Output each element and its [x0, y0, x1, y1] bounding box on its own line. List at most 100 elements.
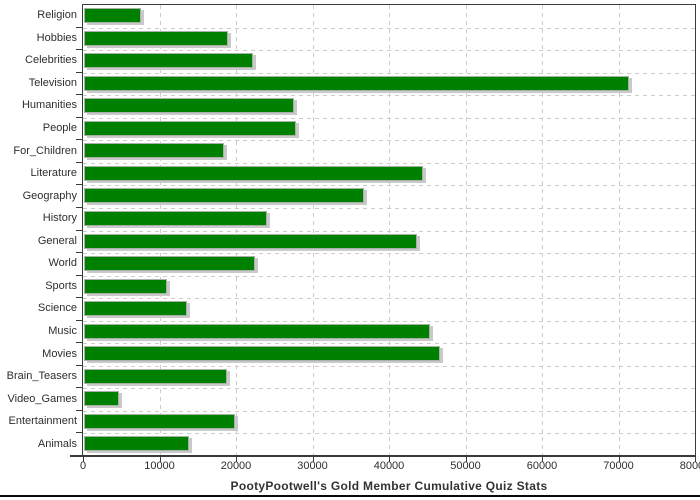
category-label-entertainment: Entertainment [8, 415, 77, 428]
category-label-religion: Religion [37, 9, 77, 22]
category-gridline [83, 95, 695, 97]
category-label-music: Music [48, 324, 77, 337]
category-label-hobbies: Hobbies [36, 31, 77, 44]
bar-sports [84, 278, 167, 294]
category-label-world: World [48, 257, 77, 270]
bar-animals [84, 436, 189, 452]
category-axis-tick [76, 297, 83, 298]
category-axis-tick [76, 162, 83, 163]
category-gridline [83, 140, 695, 142]
value-axis-label-40000: 40000 [373, 460, 405, 472]
category-gridline [83, 275, 695, 277]
category-label-literature: Literature [30, 167, 77, 180]
bottom-divider [0, 495, 700, 497]
category-gridline [83, 343, 695, 345]
category-gridline [83, 433, 695, 435]
bar-movies [84, 346, 440, 362]
category-axis-tick [76, 94, 83, 95]
category-gridline [83, 298, 695, 300]
value-axis-label-80000: 80000 [679, 460, 700, 472]
category-axis-tick [76, 432, 83, 433]
category-label-general: General [37, 234, 77, 247]
category-gridline [83, 50, 695, 52]
category-label-movies: Movies [42, 347, 77, 360]
category-label-people: People [42, 122, 77, 135]
bar-entertainment [84, 413, 235, 429]
category-axis-tick [76, 117, 83, 118]
bar-religion [84, 8, 141, 23]
bar-celebrities [84, 53, 253, 69]
value-axis-label-0: 0 [79, 460, 87, 472]
category-axis-tick [76, 320, 83, 321]
category-label-animals: Animals [37, 437, 77, 450]
category-gridline [83, 27, 695, 29]
value-axis-tick [160, 457, 161, 462]
bar-video_games [84, 391, 119, 407]
category-gridline [83, 410, 695, 412]
value-axis-tick [236, 457, 237, 462]
category-gridline [83, 162, 695, 164]
value-axis-tick [389, 457, 390, 462]
category-axis-tick [76, 252, 83, 253]
bar-humanities [84, 98, 294, 114]
value-axis-tick [466, 457, 467, 462]
category-axis-tick [76, 230, 83, 231]
category-axis-tick [76, 387, 83, 388]
category-gridline [83, 365, 695, 367]
category-gridline [83, 185, 695, 187]
bar-science [84, 301, 187, 317]
category-axis-tick [76, 207, 83, 208]
category-axis-tick [76, 49, 83, 50]
category-label-sports: Sports [45, 279, 77, 292]
bar-music [84, 323, 430, 339]
value-axis-label-20000: 20000 [220, 460, 252, 472]
category-gridline [83, 320, 695, 322]
category-label-for_children: For_Children [13, 144, 77, 157]
bar-hobbies [84, 30, 228, 46]
x-axis-line [70, 455, 696, 457]
category-axis-tick [76, 27, 83, 28]
category-axis-tick [76, 365, 83, 366]
category-axis-tick [76, 184, 83, 185]
bar-general [84, 233, 417, 249]
value-axis-label-50000: 50000 [450, 460, 481, 472]
bar-for_children [84, 143, 224, 159]
bar-people [84, 120, 296, 136]
category-label-television: Television [28, 76, 77, 89]
bar-brain_teasers [84, 368, 227, 384]
value-axis-label-70000: 70000 [603, 460, 634, 472]
bar-history [84, 210, 267, 226]
value-axis-label-30000: 30000 [297, 460, 328, 472]
bar-geography [84, 188, 364, 204]
value-axis-tick [619, 457, 620, 462]
category-label-video_games: Video_Games [7, 392, 77, 405]
category-label-science: Science [37, 302, 77, 315]
category-gridline [83, 207, 695, 209]
category-label-brain_teasers: Brain_Teasers [6, 370, 77, 383]
value-axis-label-60000: 60000 [526, 460, 558, 472]
category-axis-tick [76, 410, 83, 411]
category-gridline [83, 253, 695, 255]
category-gridline [83, 72, 695, 74]
category-label-celebrities: Celebrities [25, 54, 77, 67]
plot-area [83, 4, 696, 456]
category-gridline [83, 117, 695, 119]
chart-title: PootyPootwell's Gold Member Cumulative Q… [230, 479, 548, 493]
category-label-geography: Geography [22, 189, 77, 202]
bar-television [84, 75, 629, 91]
value-axis-label-10000: 10000 [144, 460, 175, 472]
category-axis-tick [76, 139, 83, 140]
category-axis-tick [76, 342, 83, 343]
category-label-humanities: Humanities [21, 99, 77, 112]
category-axis-tick [76, 72, 83, 73]
category-gridline [83, 230, 695, 232]
category-label-history: History [42, 212, 77, 225]
value-axis-tick [542, 457, 543, 462]
value-axis-tick [83, 457, 84, 462]
category-gridline [83, 388, 695, 390]
value-axis-tick [313, 457, 314, 462]
bar-literature [84, 165, 423, 181]
category-axis-tick [76, 275, 83, 276]
value-axis-tick [695, 457, 696, 462]
